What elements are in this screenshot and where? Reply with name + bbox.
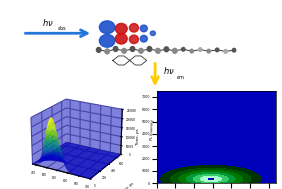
Circle shape bbox=[232, 48, 236, 52]
Text: $h\nu$: $h\nu$ bbox=[163, 65, 175, 76]
Circle shape bbox=[215, 48, 219, 52]
Text: $h\nu$: $h\nu$ bbox=[42, 17, 54, 28]
Circle shape bbox=[113, 46, 118, 51]
Circle shape bbox=[130, 46, 135, 51]
Text: abs: abs bbox=[58, 26, 66, 31]
Circle shape bbox=[182, 47, 185, 51]
Circle shape bbox=[173, 48, 177, 53]
Circle shape bbox=[147, 46, 152, 51]
Circle shape bbox=[139, 48, 143, 53]
Circle shape bbox=[207, 49, 210, 53]
Ellipse shape bbox=[100, 34, 115, 47]
Circle shape bbox=[96, 47, 101, 52]
Ellipse shape bbox=[150, 31, 155, 36]
Ellipse shape bbox=[115, 33, 127, 44]
Ellipse shape bbox=[129, 24, 138, 32]
Text: em: em bbox=[177, 75, 184, 80]
Y-axis label: Time, ps: Time, ps bbox=[121, 181, 135, 189]
Circle shape bbox=[156, 48, 160, 53]
Ellipse shape bbox=[115, 23, 127, 34]
Ellipse shape bbox=[129, 35, 138, 43]
Circle shape bbox=[164, 47, 169, 52]
Circle shape bbox=[199, 48, 202, 51]
Circle shape bbox=[122, 48, 126, 53]
Y-axis label: Time, ps: Time, ps bbox=[136, 129, 140, 145]
Circle shape bbox=[224, 50, 227, 53]
Ellipse shape bbox=[100, 21, 115, 34]
Circle shape bbox=[190, 49, 193, 53]
Ellipse shape bbox=[140, 25, 147, 32]
Circle shape bbox=[105, 49, 109, 54]
Ellipse shape bbox=[140, 35, 147, 42]
